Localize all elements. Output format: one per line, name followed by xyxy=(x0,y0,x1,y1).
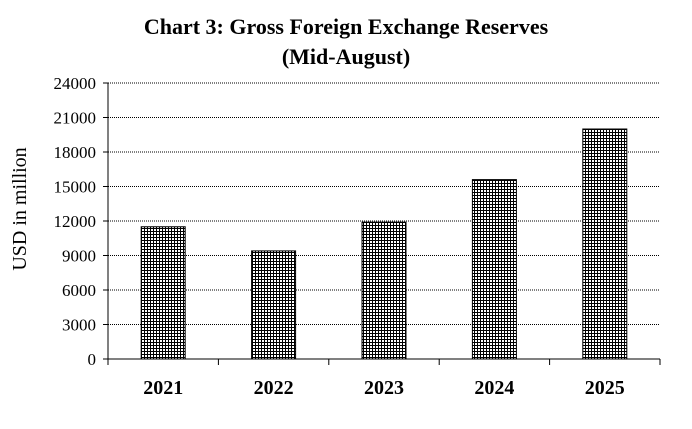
x-tick-label: 2024 xyxy=(474,377,514,399)
y-tick-label: 15000 xyxy=(54,178,97,197)
bar-2021 xyxy=(140,226,186,360)
bar-2024 xyxy=(471,179,517,360)
y-tick-label: 3000 xyxy=(62,316,96,335)
x-tick-label: 2025 xyxy=(585,377,625,399)
bar-2025 xyxy=(582,128,628,360)
y-tick-label: 12000 xyxy=(54,212,97,231)
y-tick-label: 24000 xyxy=(54,74,97,93)
y-tick-label: 21000 xyxy=(54,109,97,128)
x-tick-label: 2022 xyxy=(254,377,294,399)
x-tick-label: 2021 xyxy=(143,377,183,399)
x-tick-label: 2023 xyxy=(364,377,404,399)
bar-2023 xyxy=(361,221,407,360)
y-tick-label: 0 xyxy=(88,350,97,369)
y-tick-label: 18000 xyxy=(54,143,97,162)
chart-title: Chart 3: Gross Foreign Exchange Reserves xyxy=(143,14,549,39)
chart-subtitle: (Mid-August) xyxy=(281,44,411,69)
y-tick-label: 9000 xyxy=(62,247,96,266)
bar-2022 xyxy=(251,250,297,360)
y-axis-title: USD in million xyxy=(9,147,31,270)
y-tick-label: 6000 xyxy=(62,281,96,300)
